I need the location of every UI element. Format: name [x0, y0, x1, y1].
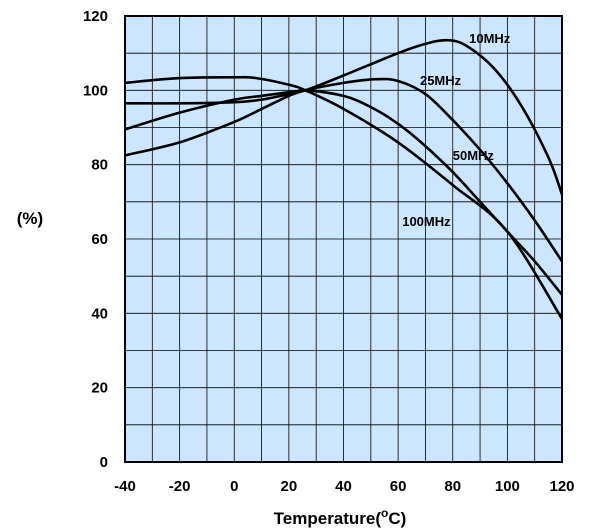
series-label-50mhz: 50MHz	[453, 148, 495, 163]
series-line-25mhz	[124, 77, 564, 263]
series-label-10mhz: 10MHz	[469, 31, 511, 46]
x-axis-label: Temperature(oC)	[274, 506, 407, 528]
y-axis-label: (%)	[17, 209, 43, 228]
x-tick-label: 60	[390, 478, 407, 495]
grid	[124, 15, 563, 463]
x-axis-tick-labels: -40 -20 0 20 40 60 80 100 120	[114, 478, 574, 495]
x-tick-label: 100	[495, 478, 520, 495]
y-axis-tick-labels: 0 20 40 60 80 100 120	[83, 8, 108, 471]
x-tick-label: 80	[444, 478, 461, 495]
x-tick-label: -40	[114, 478, 136, 495]
x-tick-label: 40	[335, 478, 352, 495]
y-tick-label: 0	[100, 454, 108, 471]
series-label-25mhz: 25MHz	[420, 73, 462, 88]
y-tick-label: 120	[83, 8, 108, 25]
series-line-10mhz	[124, 38, 564, 195]
x-tick-label: -20	[169, 478, 191, 495]
x-axis-label-main: Temperature(	[274, 509, 382, 528]
series-lines	[124, 38, 564, 320]
y-tick-label: 20	[91, 380, 108, 397]
series-line-100mhz	[124, 75, 564, 320]
y-tick-label: 60	[91, 231, 108, 248]
x-tick-label: 120	[549, 478, 574, 495]
y-tick-label: 100	[83, 82, 108, 99]
y-tick-label: 80	[91, 157, 108, 174]
y-tick-label: 40	[91, 305, 108, 322]
x-axis-label-degree: o	[381, 506, 388, 520]
series-labels: 10MHz 25MHz 50MHz 100MHz	[402, 31, 511, 229]
x-axis-label-unit: C)	[388, 509, 406, 528]
x-tick-label: 20	[281, 478, 298, 495]
series-label-100mhz: 100MHz	[402, 214, 451, 229]
x-tick-label: 0	[230, 478, 238, 495]
